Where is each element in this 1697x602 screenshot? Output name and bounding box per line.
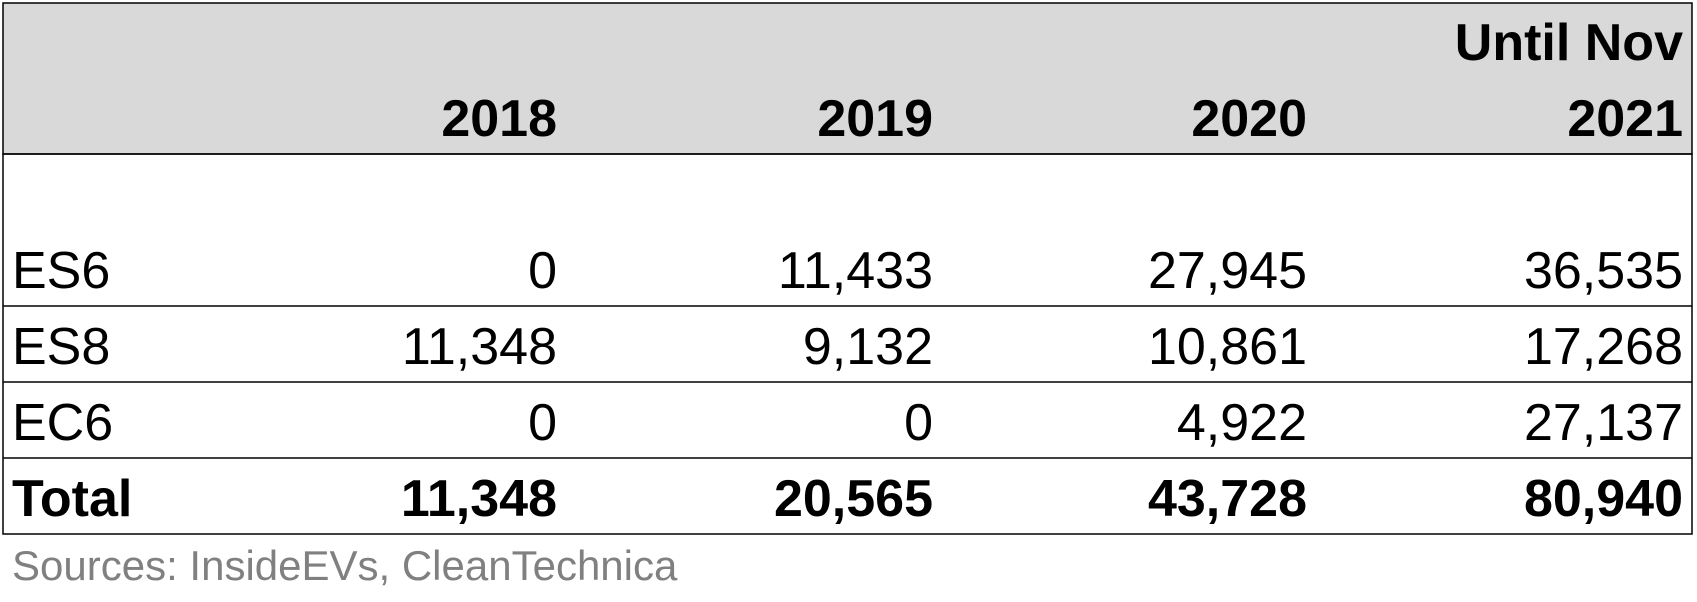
cell-value: 43,728: [1148, 470, 1307, 528]
cell-value: 11,348: [401, 470, 557, 528]
source-note: Sources: InsideEVs, CleanTechnica: [12, 542, 678, 589]
cell-value: 17,268: [1524, 318, 1683, 376]
column-header: Until Nov: [1455, 14, 1683, 72]
cell-value: 80,940: [1524, 470, 1683, 528]
cell-value: 0: [528, 242, 557, 300]
cell-value: 0: [528, 394, 557, 452]
cell-value: 27,945: [1148, 242, 1307, 300]
cell-value: 27,137: [1524, 394, 1683, 452]
cell-value: 0: [904, 394, 933, 452]
row-label: Total: [12, 470, 132, 528]
cell-value: 11,348: [402, 318, 557, 376]
column-header: 2020: [1191, 90, 1307, 148]
cell-value: 20,565: [774, 470, 933, 528]
column-header: 2019: [817, 90, 933, 148]
header-background: [2, 2, 1693, 155]
column-header: 2018: [441, 90, 557, 148]
row-label: ES8: [12, 318, 110, 376]
cell-value: 10,861: [1148, 318, 1307, 376]
cell-value: 36,535: [1524, 242, 1683, 300]
row-label: ES6: [12, 242, 110, 300]
cell-value: 4,922: [1177, 394, 1307, 452]
row-label: EC6: [12, 394, 113, 452]
table-border: [2, 153, 1693, 535]
cell-value: 11,433: [778, 242, 933, 300]
cell-value: 9,132: [803, 318, 933, 376]
column-header: 2021: [1567, 90, 1683, 148]
